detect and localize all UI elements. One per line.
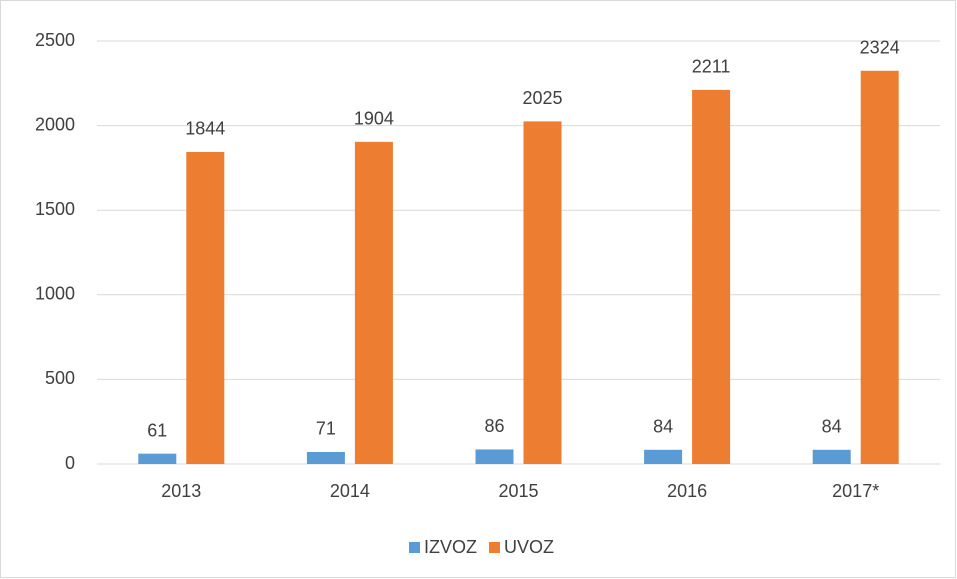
- legend-swatch: [489, 542, 500, 553]
- data-label: 1904: [354, 109, 394, 129]
- y-tick-label: 1000: [35, 284, 75, 304]
- y-tick-label: 0: [65, 453, 75, 473]
- bar: [860, 70, 899, 464]
- data-label: 2324: [860, 38, 900, 58]
- y-tick-label: 500: [45, 368, 75, 388]
- data-label: 61: [147, 420, 167, 440]
- legend-label: IZVOZ: [424, 537, 477, 557]
- bar: [306, 451, 345, 464]
- data-label: 1844: [185, 119, 225, 139]
- data-label: 84: [822, 417, 842, 437]
- x-tick-label: 2015: [498, 481, 538, 501]
- bar: [475, 449, 514, 464]
- bar: [812, 449, 851, 464]
- y-tick-label: 2000: [35, 114, 75, 134]
- y-tick-label: 1500: [35, 199, 75, 219]
- bar: [354, 141, 393, 464]
- bar: [692, 89, 731, 464]
- data-label: 2211: [692, 57, 731, 77]
- data-label: 71: [316, 419, 336, 439]
- bar: [186, 151, 225, 465]
- data-label: 84: [653, 417, 673, 437]
- data-label: 86: [484, 416, 504, 436]
- x-tick-label: 2016: [667, 481, 707, 501]
- x-tick-label: 2013: [161, 481, 201, 501]
- y-tick-label: 2500: [35, 30, 75, 50]
- bar: [644, 449, 683, 464]
- bar: [523, 121, 562, 465]
- bar: [138, 453, 177, 464]
- legend-swatch: [409, 542, 420, 553]
- legend-label: UVOZ: [504, 537, 554, 557]
- x-tick-label: 2017*: [832, 481, 879, 501]
- x-tick-label: 2014: [330, 481, 370, 501]
- data-label: 2025: [522, 88, 562, 108]
